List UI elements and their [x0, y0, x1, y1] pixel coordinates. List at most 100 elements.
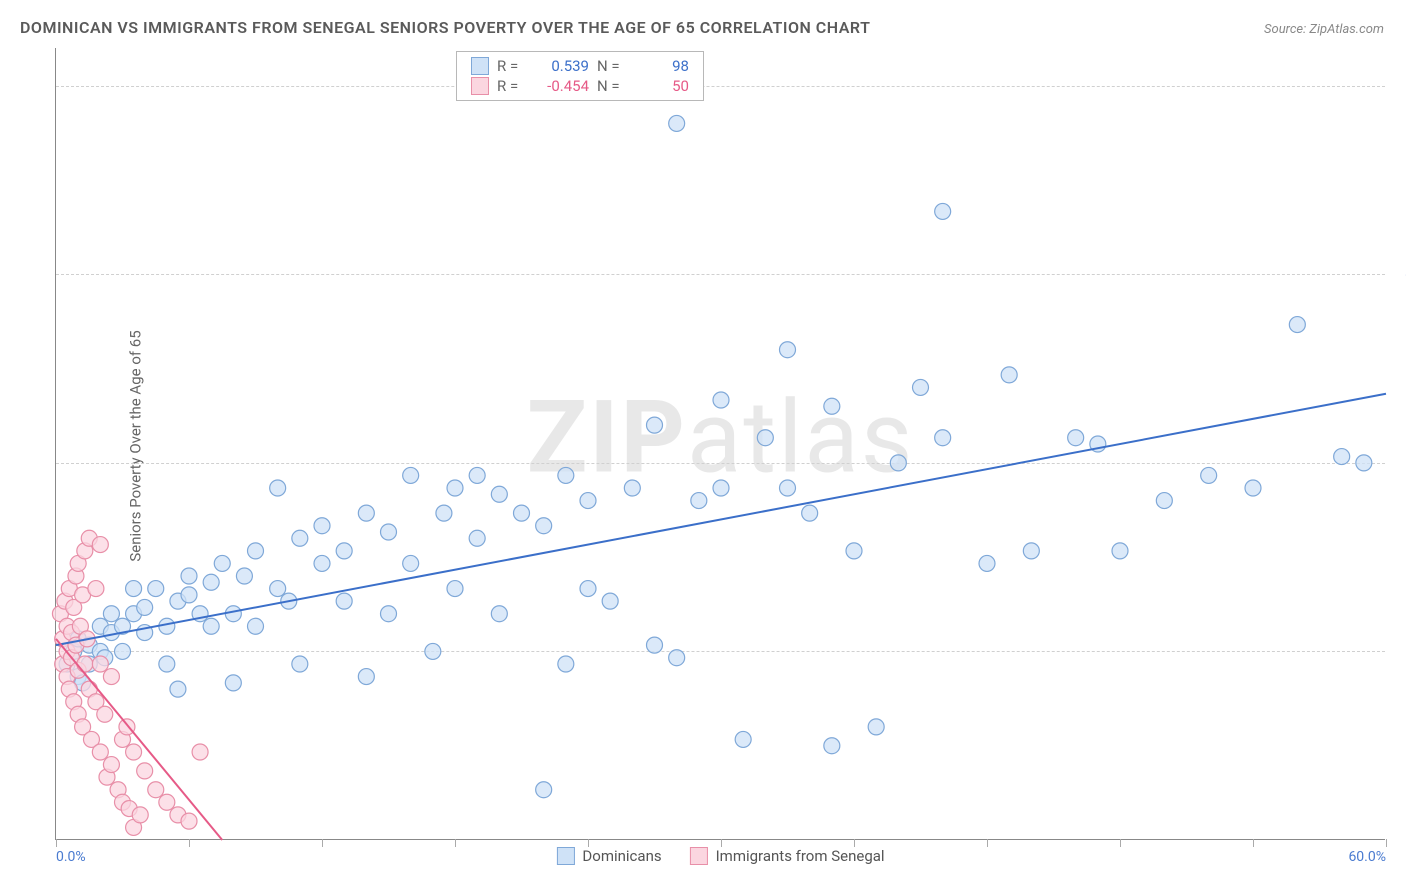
data-point [602, 593, 618, 609]
data-point [192, 744, 208, 760]
data-point [225, 606, 241, 622]
data-point [248, 618, 264, 634]
data-point [336, 543, 352, 559]
data-point [292, 530, 308, 546]
data-point [935, 430, 951, 446]
data-point [913, 379, 929, 395]
data-point [159, 618, 175, 634]
data-point [314, 518, 330, 534]
data-point [203, 618, 219, 634]
data-point [77, 656, 93, 672]
data-point [148, 581, 164, 597]
data-point [92, 537, 108, 553]
x-tick [1386, 839, 1387, 847]
data-point [115, 643, 131, 659]
data-point [1201, 467, 1217, 483]
data-point [780, 480, 796, 496]
x-tick [1253, 839, 1254, 847]
data-point [97, 706, 113, 722]
stat-label-n: N = [597, 77, 625, 95]
x-tick [189, 839, 190, 847]
data-point [580, 493, 596, 509]
data-point [381, 606, 397, 622]
data-point [1112, 543, 1128, 559]
scatter-plot-svg [56, 48, 1385, 839]
data-point [757, 430, 773, 446]
data-point [181, 587, 197, 603]
legend-item-series2: Immigrants from Senegal [690, 847, 885, 865]
data-point [126, 744, 142, 760]
data-point [491, 486, 507, 502]
data-point [381, 524, 397, 540]
data-point [536, 782, 552, 798]
bottom-legend: Dominicans Immigrants from Senegal [556, 847, 884, 865]
data-point [558, 467, 574, 483]
x-tick [721, 839, 722, 847]
data-point [292, 656, 308, 672]
x-tick [1120, 839, 1121, 847]
data-point [403, 467, 419, 483]
stat-r-series1: 0.539 [533, 57, 589, 75]
data-point [92, 744, 108, 760]
data-point [1156, 493, 1172, 509]
data-point [514, 505, 530, 521]
x-tick [56, 839, 57, 847]
data-point [103, 757, 119, 773]
data-point [558, 656, 574, 672]
data-point [691, 493, 707, 509]
stats-row-series2: R = -0.454 N = 50 [471, 76, 689, 96]
data-point [491, 606, 507, 622]
chart-title: DOMINICAN VS IMMIGRANTS FROM SENEGAL SEN… [20, 18, 870, 37]
data-point [1023, 543, 1039, 559]
data-point [214, 555, 230, 571]
stat-label-r: R = [497, 77, 525, 95]
data-point [181, 568, 197, 584]
data-point [159, 656, 175, 672]
data-point [126, 581, 142, 597]
data-point [270, 581, 286, 597]
data-point [88, 581, 104, 597]
trend-line [56, 394, 1386, 645]
legend-swatch-series2 [690, 847, 708, 865]
stats-box: R = 0.539 N = 98 R = -0.454 N = 50 [456, 51, 704, 101]
stat-n-series2: 50 [633, 77, 689, 95]
data-point [132, 807, 148, 823]
swatch-series1 [471, 57, 489, 75]
data-point [647, 417, 663, 433]
data-point [1334, 449, 1350, 465]
stat-r-series2: -0.454 [533, 77, 589, 95]
data-point [1068, 430, 1084, 446]
plot-area: ZIPatlas 15.0%30.0%45.0%60.0% 0.0%60.0% … [55, 48, 1385, 840]
legend-item-series1: Dominicans [556, 847, 661, 865]
data-point [447, 581, 463, 597]
data-point [846, 543, 862, 559]
data-point [225, 675, 241, 691]
data-point [436, 505, 452, 521]
data-point [824, 738, 840, 754]
data-point [236, 568, 252, 584]
data-point [735, 731, 751, 747]
data-point [1245, 480, 1261, 496]
data-point [1356, 455, 1372, 471]
x-tick [588, 839, 589, 847]
x-tick [854, 839, 855, 847]
data-point [824, 398, 840, 414]
data-point [248, 543, 264, 559]
data-point [802, 505, 818, 521]
x-tick [987, 839, 988, 847]
stat-label-r: R = [497, 57, 525, 75]
x-tick-label: 0.0% [56, 849, 86, 865]
data-point [403, 555, 419, 571]
data-point [181, 813, 197, 829]
data-point [580, 581, 596, 597]
data-point [159, 794, 175, 810]
data-point [536, 518, 552, 534]
data-point [868, 719, 884, 735]
x-tick-label: 60.0% [1348, 849, 1386, 865]
data-point [103, 669, 119, 685]
legend-label-series2: Immigrants from Senegal [716, 847, 885, 865]
data-point [314, 555, 330, 571]
swatch-series2 [471, 77, 489, 95]
stats-row-series1: R = 0.539 N = 98 [471, 56, 689, 76]
data-point [469, 467, 485, 483]
